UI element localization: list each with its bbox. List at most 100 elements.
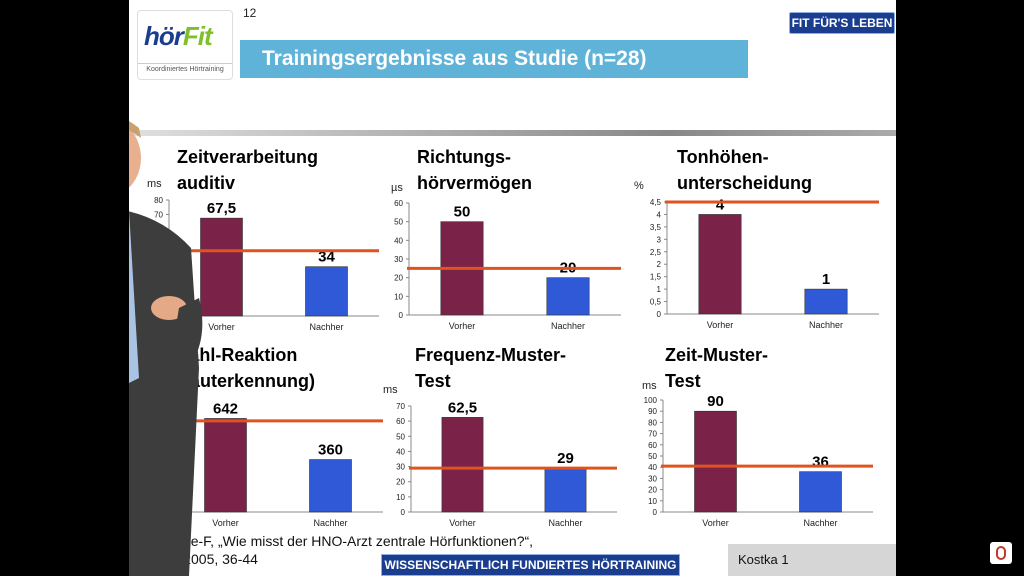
chart-3-ytick-label: 3 [657, 235, 662, 244]
chart-6-value-label-2: 36 [812, 454, 829, 471]
chart-6-ytick-label: 80 [648, 418, 657, 427]
chart-4-bar-nachher [309, 459, 352, 513]
page-number: 12 [243, 6, 257, 20]
chart-6-ytick-label: 0 [653, 508, 658, 517]
chart-2-ytick-label: 10 [394, 292, 403, 301]
chart-2-ytick-label: 30 [394, 255, 403, 264]
chart-3-ytick-label: 3,5 [650, 223, 662, 232]
chart-3-title-line-1: Tonhöhen- [677, 147, 769, 167]
chart-5-ytick-label: 50 [396, 432, 405, 441]
chart-1: 70 80 67,5 Vorher 34 Nachher [154, 196, 379, 332]
logo-word-a: hör [144, 21, 184, 51]
chart-1-category-label-1: Vorher [208, 322, 235, 332]
chart-2-ytick-label: 20 [394, 274, 403, 283]
channel-icon[interactable] [990, 542, 1012, 564]
chart-3-ytick-label: 2,5 [650, 248, 662, 257]
chart-3-value-label-2: 1 [822, 271, 830, 288]
chart-3-value-label-1: 4 [716, 196, 725, 213]
chart-5-title-line-2: Test [415, 371, 451, 391]
separator [129, 130, 896, 136]
chart-5-bar-vorher [441, 417, 484, 513]
chart-5: 0 10 20 30 40 50 60 70 62,5 Vorher 29 Nachher [396, 399, 617, 528]
fit-badge: FIT FÜR'S LEBEN [789, 12, 895, 34]
chart-2-category-label-1: Vorher [449, 321, 476, 331]
chart-2-category-label-2: Nachher [551, 321, 585, 331]
chart-3-ytick-label: 4 [657, 210, 662, 219]
chart-1-value-label-2: 34 [318, 249, 335, 266]
chart-5-ytick-label: 40 [396, 447, 405, 456]
chart-3-ytick-label: 0 [657, 310, 662, 319]
chart-5-category-label-1: Vorher [449, 518, 476, 528]
chart-6-ytick-label: 100 [644, 396, 658, 405]
chart-5-ytick-label: 30 [396, 463, 405, 472]
chart-5-title-line-1: Frequenz-Muster- [415, 345, 567, 365]
chart-6-value-label-1: 90 [707, 393, 724, 410]
chart-6: 0 10 20 30 40 50 60 70 80 90 100 90 Vorher 36 Nachher [644, 393, 873, 528]
chart-2-bar-nachher [546, 277, 590, 316]
chart-4-value-label-2: 360 [318, 442, 343, 459]
chart-1-category-label-2: Nachher [309, 322, 343, 332]
science-banner: WISSENSCHAFTLICH FUNDIERTES HÖRTRAINING [381, 554, 680, 576]
chart-3-ytick-label: 4,5 [650, 198, 662, 207]
chart-6-title-line-2: Test [665, 371, 701, 391]
chart-3-ytick-label: 1,5 [650, 273, 662, 282]
chart-6-ytick-label: 50 [648, 452, 657, 461]
chart-5-value-label-1: 62,5 [448, 399, 477, 416]
chart-5-ytick-label: 0 [401, 508, 406, 517]
chart-5-ytick-label: 20 [396, 478, 405, 487]
chart-6-bar-nachher [799, 471, 842, 513]
chart-1-title-line-2: auditiv [177, 173, 236, 193]
chart-2-title-line-2: hörvermögen [417, 173, 533, 193]
footnote-line-1: lle: Warnke-F, „Wie misst der HNO-Arzt z… [129, 533, 534, 549]
chart-2-value-label-1: 50 [454, 204, 471, 221]
chart-3: 0 0,5 1 1,5 2 2,5 3 3,5 4 4,5 4 Vorher 1 Nachher [650, 196, 879, 330]
chart-4-category-label-1: Vorher [212, 518, 239, 528]
chart-5-unit: ms [383, 384, 398, 396]
chart-3-bar-vorher [698, 214, 742, 315]
chart-6-title-line-1: Zeit-Muster- [665, 345, 768, 365]
chart-6-category-label-1: Vorher [702, 518, 729, 528]
chart-3-title: Tonhöhen-unterscheidung [677, 144, 812, 196]
slide: hörFit Koordiniertes Hörtraining 12 FIT … [129, 0, 896, 576]
chart-4-value-label-1: 642 [213, 400, 238, 417]
chart-6-ytick-label: 20 [648, 486, 657, 495]
chart-1-title-line-1: Zeitverarbeitung [177, 147, 319, 167]
chart-5-value-label-2: 29 [557, 450, 574, 467]
chart-4-title: Wahl-Reaktion (Lauterkennung) [173, 342, 315, 394]
chart-5-bar-nachher [544, 467, 587, 513]
chart-2-unit: µs [391, 182, 403, 194]
chart-2-ytick-label: 60 [394, 199, 403, 208]
chart-6-ytick-label: 60 [648, 441, 657, 450]
chart-5-ytick-label: 60 [396, 417, 405, 426]
chart-1-ytick-label: 70 [154, 211, 163, 220]
chart-1-value-label-1: 67,5 [207, 200, 236, 217]
chart-6-title: Zeit-Muster- Test [665, 342, 768, 394]
chart-5-ytick-label: 70 [396, 402, 405, 411]
chart-3-ytick-label: 0,5 [650, 298, 662, 307]
chart-4-title-line-2: (Lauterkennung) [173, 371, 315, 391]
chart-3-ytick-label: 2 [657, 260, 662, 269]
chart-6-ytick-label: 40 [648, 463, 657, 472]
chart-1-unit: ms [147, 178, 162, 190]
slide-title: Trainingsergebnisse aus Studie (n=28) [240, 40, 748, 78]
chart-5-category-label-2: Nachher [548, 518, 582, 528]
presenter-figure [129, 121, 203, 576]
chart-1-title: Zeitverarbeitung auditiv [177, 144, 318, 196]
chart-6-bar-vorher [694, 410, 737, 513]
horfit-logo: hörFit Koordiniertes Hörtraining [137, 10, 233, 80]
logo-word-b: Fit [182, 21, 213, 51]
chart-6-ytick-label: 90 [648, 407, 657, 416]
corner-label: Kostka 1 [728, 544, 896, 576]
chart-1-bar-vorher [200, 217, 243, 317]
chart-3-unit: % [634, 180, 644, 192]
chart-3-ytick-label: 1 [657, 285, 662, 294]
chart-3-bar-nachher [804, 288, 848, 315]
chart-4-title-line-1: Wahl-Reaktion [173, 345, 298, 365]
chart-1-bar-nachher [305, 266, 348, 317]
chart-2-ytick-label: 50 [394, 218, 403, 227]
chart-3-title-line-2: unterscheidung [677, 173, 813, 193]
logo-subtitle: Koordiniertes Hörtraining [138, 63, 232, 73]
chart-5-title: Frequenz-Muster- Test [415, 342, 566, 394]
chart-3-category-label-1: Vorher [707, 320, 734, 330]
